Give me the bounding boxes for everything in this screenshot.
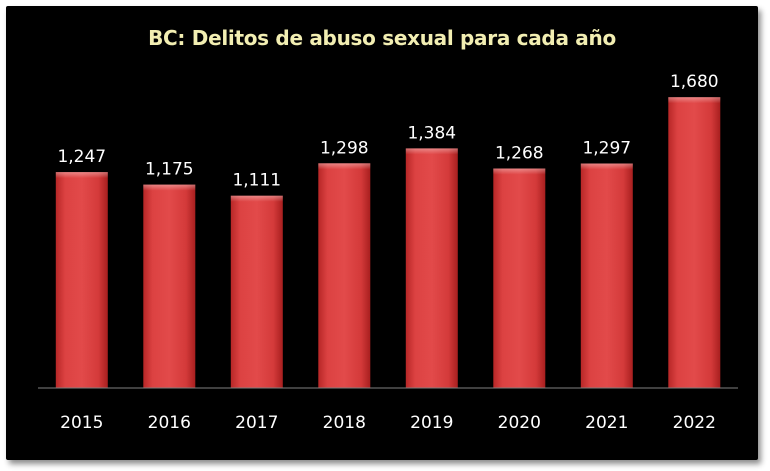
bar-highlight-2019 (405, 148, 458, 155)
bar-2016 (143, 184, 196, 388)
bar-highlight-2015 (55, 172, 108, 179)
bar-2017 (230, 195, 283, 388)
data-label-2016: 1,175 (145, 160, 194, 180)
x-tick-label-2019: 2019 (410, 413, 453, 433)
bar-2018 (318, 163, 371, 388)
x-tick-label-2017: 2017 (235, 413, 278, 433)
data-label-2018: 1,298 (320, 138, 369, 158)
bar-2021 (580, 163, 633, 388)
bar-highlight-2017 (230, 195, 283, 202)
data-label-2022: 1,680 (670, 72, 719, 92)
bar-highlight-2016 (143, 184, 196, 191)
bar-highlight-2018 (318, 163, 371, 170)
bar-2019 (405, 148, 458, 388)
data-label-2015: 1,247 (57, 147, 106, 167)
data-label-2021: 1,297 (582, 139, 631, 159)
bar-highlight-2022 (668, 97, 721, 104)
data-label-2017: 1,111 (232, 171, 281, 191)
x-tick-label-2018: 2018 (323, 413, 366, 433)
chart-title: BC: Delitos de abuso sexual para cada añ… (148, 26, 616, 50)
x-tick-label-2021: 2021 (585, 413, 628, 433)
data-label-2019: 1,384 (407, 123, 456, 143)
data-label-2020: 1,268 (495, 144, 544, 164)
x-tick-label-2015: 2015 (60, 413, 103, 433)
bar-2015 (55, 172, 108, 388)
x-tick-label-2022: 2022 (673, 413, 716, 433)
bar-2020 (493, 168, 546, 388)
x-tick-label-2020: 2020 (498, 413, 541, 433)
bars-layer: 1,247 2015 1,175 2016 1,111 2017 1,298 2018 1,38… (55, 72, 721, 433)
bar-highlight-2021 (580, 163, 633, 170)
bar-highlight-2020 (493, 168, 546, 175)
x-tick-label-2016: 2016 (148, 413, 191, 433)
bar-2022 (668, 97, 721, 388)
